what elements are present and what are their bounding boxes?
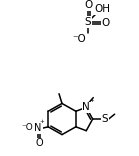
Text: S: S bbox=[85, 17, 91, 27]
Text: O: O bbox=[85, 0, 93, 10]
Text: N: N bbox=[34, 123, 42, 133]
Text: ⁻O: ⁻O bbox=[21, 123, 33, 132]
Text: O: O bbox=[35, 138, 43, 148]
Text: N: N bbox=[82, 102, 90, 112]
Text: S: S bbox=[101, 114, 108, 124]
Text: +: + bbox=[40, 119, 44, 124]
Text: ⁻O: ⁻O bbox=[72, 34, 86, 44]
Text: O: O bbox=[102, 18, 110, 28]
Text: OH: OH bbox=[94, 4, 110, 14]
Text: +: + bbox=[89, 98, 94, 103]
